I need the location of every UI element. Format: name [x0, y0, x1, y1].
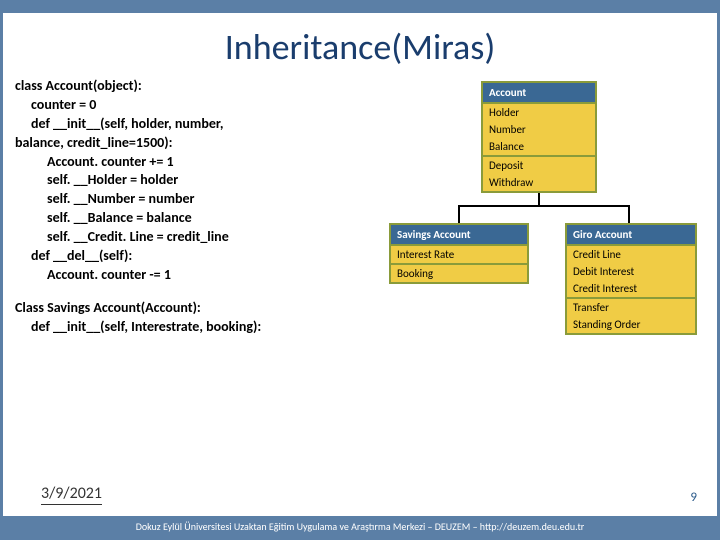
- uml-header: Account: [483, 83, 595, 104]
- uml-method: Standing Order: [567, 316, 695, 333]
- uml-attr: Debit Interest: [567, 263, 695, 280]
- code-block: class Account(object): counter = 0 def _…: [15, 77, 373, 337]
- uml-diagram: Account Holder Number Balance Deposit Wi…: [373, 81, 705, 337]
- code-line: self. __Holder = holder: [15, 171, 373, 190]
- date-text: 3/9/2021: [41, 484, 102, 505]
- uml-attr: Balance: [483, 138, 595, 155]
- code-line: counter = 0: [15, 96, 373, 115]
- uml-attr: Holder: [483, 104, 595, 121]
- code-line: self. __Credit. Line = credit_line: [15, 228, 373, 247]
- connector: [458, 205, 630, 207]
- code-line: self. __Number = number: [15, 190, 373, 209]
- slide-container: Inheritance(Miras) class Account(object)…: [0, 0, 720, 540]
- connector: [628, 205, 630, 223]
- uml-method: Deposit: [483, 157, 595, 174]
- content-area: class Account(object): counter = 0 def _…: [3, 77, 717, 337]
- uml-attr: Credit Line: [567, 246, 695, 263]
- uml-attr: Number: [483, 121, 595, 138]
- code-line: Account. counter -= 1: [15, 266, 373, 285]
- top-bar: [3, 3, 717, 13]
- uml-method: Withdraw: [483, 174, 595, 191]
- uml-attr: Credit Interest: [567, 280, 695, 297]
- code-line: Class Savings Account(Account):: [15, 299, 373, 318]
- uml-header: Giro Account: [567, 225, 695, 246]
- connector: [458, 205, 460, 223]
- footer-text: Dokuz Eylül Üniversitesi Uzaktan Eğitim …: [3, 516, 717, 537]
- uml-method: Booking: [391, 265, 527, 282]
- code-line: def __init__(self, holder, number,: [15, 115, 373, 134]
- page-number: 9: [690, 490, 697, 505]
- uml-box-savings: Savings Account Interest Rate Booking: [389, 223, 529, 284]
- code-line: class Account(object):: [15, 77, 373, 96]
- code-line: def __init__(self, Interestrate, booking…: [15, 318, 373, 337]
- code-line: Account. counter += 1: [15, 153, 373, 172]
- connector: [538, 193, 540, 205]
- code-line: self. __Balance = balance: [15, 209, 373, 228]
- slide-title: Inheritance(Miras): [3, 25, 717, 69]
- uml-method: Transfer: [567, 299, 695, 316]
- uml-header: Savings Account: [391, 225, 527, 246]
- code-line: def __del__(self):: [15, 247, 373, 266]
- uml-box-account: Account Holder Number Balance Deposit Wi…: [481, 81, 597, 193]
- uml-box-giro: Giro Account Credit Line Debit Interest …: [565, 223, 697, 335]
- uml-attr: Interest Rate: [391, 246, 527, 263]
- code-line: balance, credit_line=1500):: [15, 134, 373, 153]
